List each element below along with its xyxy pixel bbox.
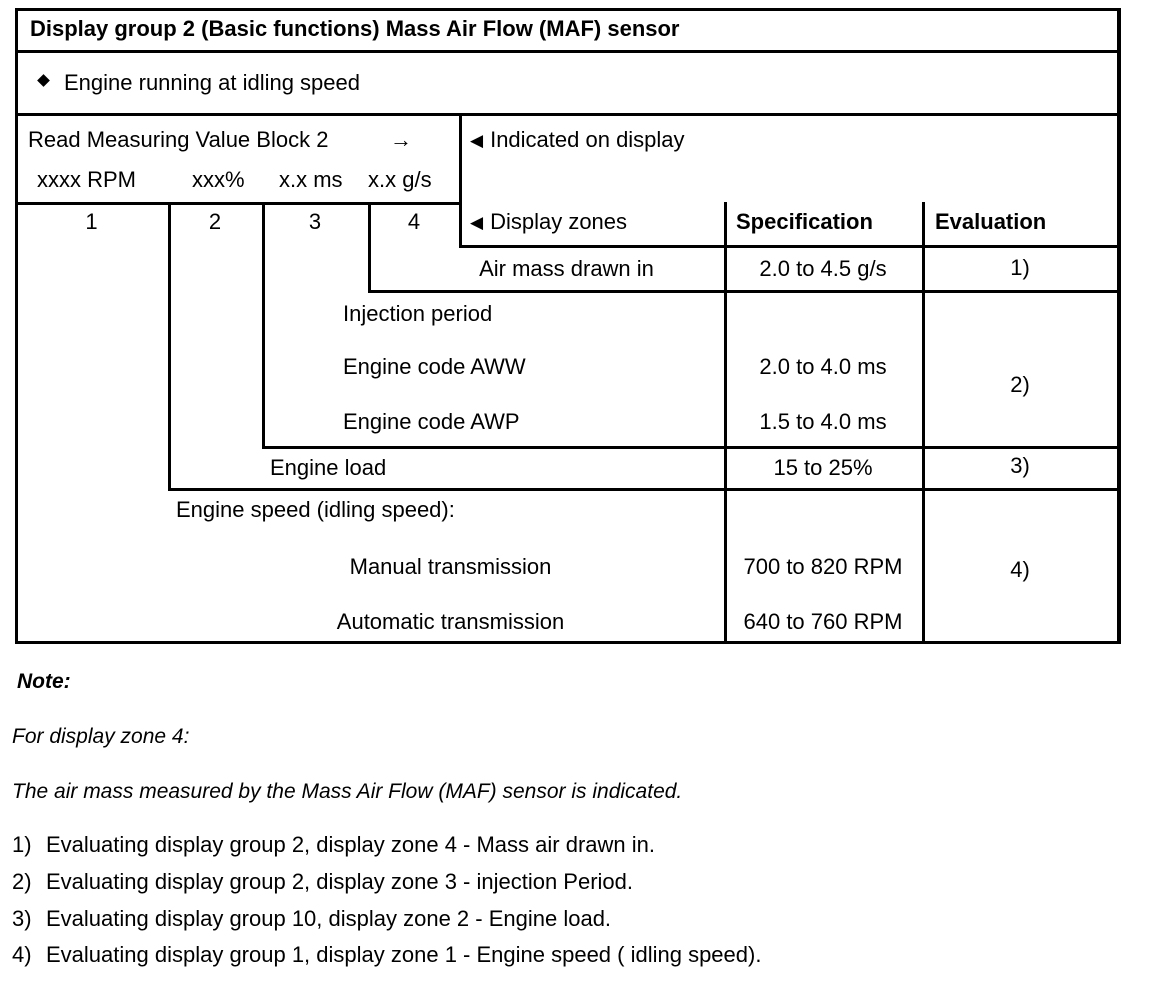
automatic-transmission-spec: 640 to 760 RPM: [743, 609, 903, 634]
injection-period-label: Injection period: [343, 301, 493, 326]
table-border-left: [15, 8, 18, 644]
footnote-2-text: Evaluating display group 2, display zone…: [46, 869, 634, 894]
divider-zone2-zone3: [262, 202, 265, 449]
left-triangle-icon: ◀: [470, 213, 484, 233]
evaluation-header: Evaluation: [935, 209, 1047, 234]
divider-zone1-zone2: [168, 202, 171, 491]
automatic-transmission-label: Automatic transmission: [336, 609, 565, 634]
right-arrow-icon: →: [390, 127, 412, 152]
left-triangle-icon: ◀: [470, 131, 484, 151]
unit-zone2: xxx%: [192, 167, 245, 192]
divider-zone3-zone4: [368, 202, 371, 293]
bullet-diamond-icon: [37, 74, 50, 87]
line-under-engine-load-row: [168, 488, 1121, 491]
engine-load-eval: 3): [1010, 453, 1030, 478]
footnote-2-number: 2): [12, 869, 32, 894]
zone-number-3: 3: [308, 209, 322, 234]
unit-zone4: x.x g/s: [368, 167, 432, 192]
line-under-measuring-block: [15, 202, 462, 205]
note-air-mass-line: The air mass measured by the Mass Air Fl…: [12, 780, 683, 803]
indicated-on-display-label: Indicated on display: [490, 127, 685, 152]
line-under-air-mass-row: [368, 290, 1121, 293]
divider-specification-column: [724, 202, 727, 644]
divider-measuring-indicated: [459, 113, 462, 248]
line-under-zone-headers: [459, 245, 1121, 248]
engine-code-awp-spec: 1.5 to 4.0 ms: [759, 409, 887, 434]
engine-load-spec: 15 to 25%: [773, 455, 873, 480]
injection-eval: 2): [1010, 372, 1030, 397]
table-border-top: [15, 8, 1121, 11]
manual-transmission-spec: 700 to 820 RPM: [743, 554, 903, 579]
air-mass-label: Air mass drawn in: [479, 256, 654, 281]
footnote-3-number: 3): [12, 906, 32, 931]
display-zones-label: Display zones: [490, 209, 628, 234]
engine-code-awp-label: Engine code AWP: [343, 409, 520, 434]
display-zones-header: ◀ Display zones: [470, 209, 627, 237]
unit-zone3: x.x ms: [279, 167, 343, 192]
engine-speed-label: Engine speed (idling speed):: [176, 497, 455, 522]
table-border-bottom: [15, 641, 1121, 644]
indicated-on-display-cell: ◀ Indicated on display: [470, 127, 685, 155]
divider-evaluation-column: [922, 202, 925, 644]
measuring-block-label: Read Measuring Value Block 2: [28, 127, 329, 152]
footnote-4-number: 4): [12, 942, 32, 967]
footnote-1: 1) Evaluating display group 2, display zo…: [12, 832, 655, 858]
engine-code-aww-label: Engine code AWW: [343, 354, 526, 379]
unit-zone1: xxxx RPM: [37, 167, 136, 192]
zone-number-1: 1: [85, 209, 98, 234]
footnote-3: 3) Evaluating display group 10, display z…: [12, 906, 611, 932]
footnote-2: 2) Evaluating display group 2, display zo…: [12, 869, 633, 895]
table-border-right: [1117, 8, 1121, 644]
table-title: Display group 2 (Basic functions) Mass A…: [30, 16, 680, 41]
air-mass-eval: 1): [1010, 255, 1030, 280]
footnote-1-number: 1): [12, 832, 32, 857]
footnote-4: 4) Evaluating display group 1, display zo…: [12, 942, 761, 968]
engine-speed-eval: 4): [1010, 557, 1030, 582]
zone-number-2: 2: [208, 209, 222, 234]
air-mass-spec: 2.0 to 4.5 g/s: [759, 256, 887, 281]
footnote-4-text: Evaluating display group 1, display zone…: [46, 942, 762, 967]
note-heading: Note:: [17, 670, 71, 693]
footnote-1-text: Evaluating display group 2, display zone…: [46, 832, 655, 857]
engine-code-aww-spec: 2.0 to 4.0 ms: [759, 354, 887, 379]
footnote-3-text: Evaluating display group 10, display zon…: [46, 906, 612, 931]
engine-load-label: Engine load: [270, 455, 387, 480]
note-zone4-line: For display zone 4:: [12, 725, 190, 748]
manual-transmission-label: Manual transmission: [349, 554, 552, 579]
line-under-injection-rows: [262, 446, 1121, 449]
line-under-title: [15, 50, 1121, 53]
specification-header: Specification: [736, 209, 873, 234]
zone-number-4: 4: [407, 209, 421, 234]
condition-text: Engine running at idling speed: [64, 70, 361, 95]
line-under-condition: [15, 113, 1121, 116]
